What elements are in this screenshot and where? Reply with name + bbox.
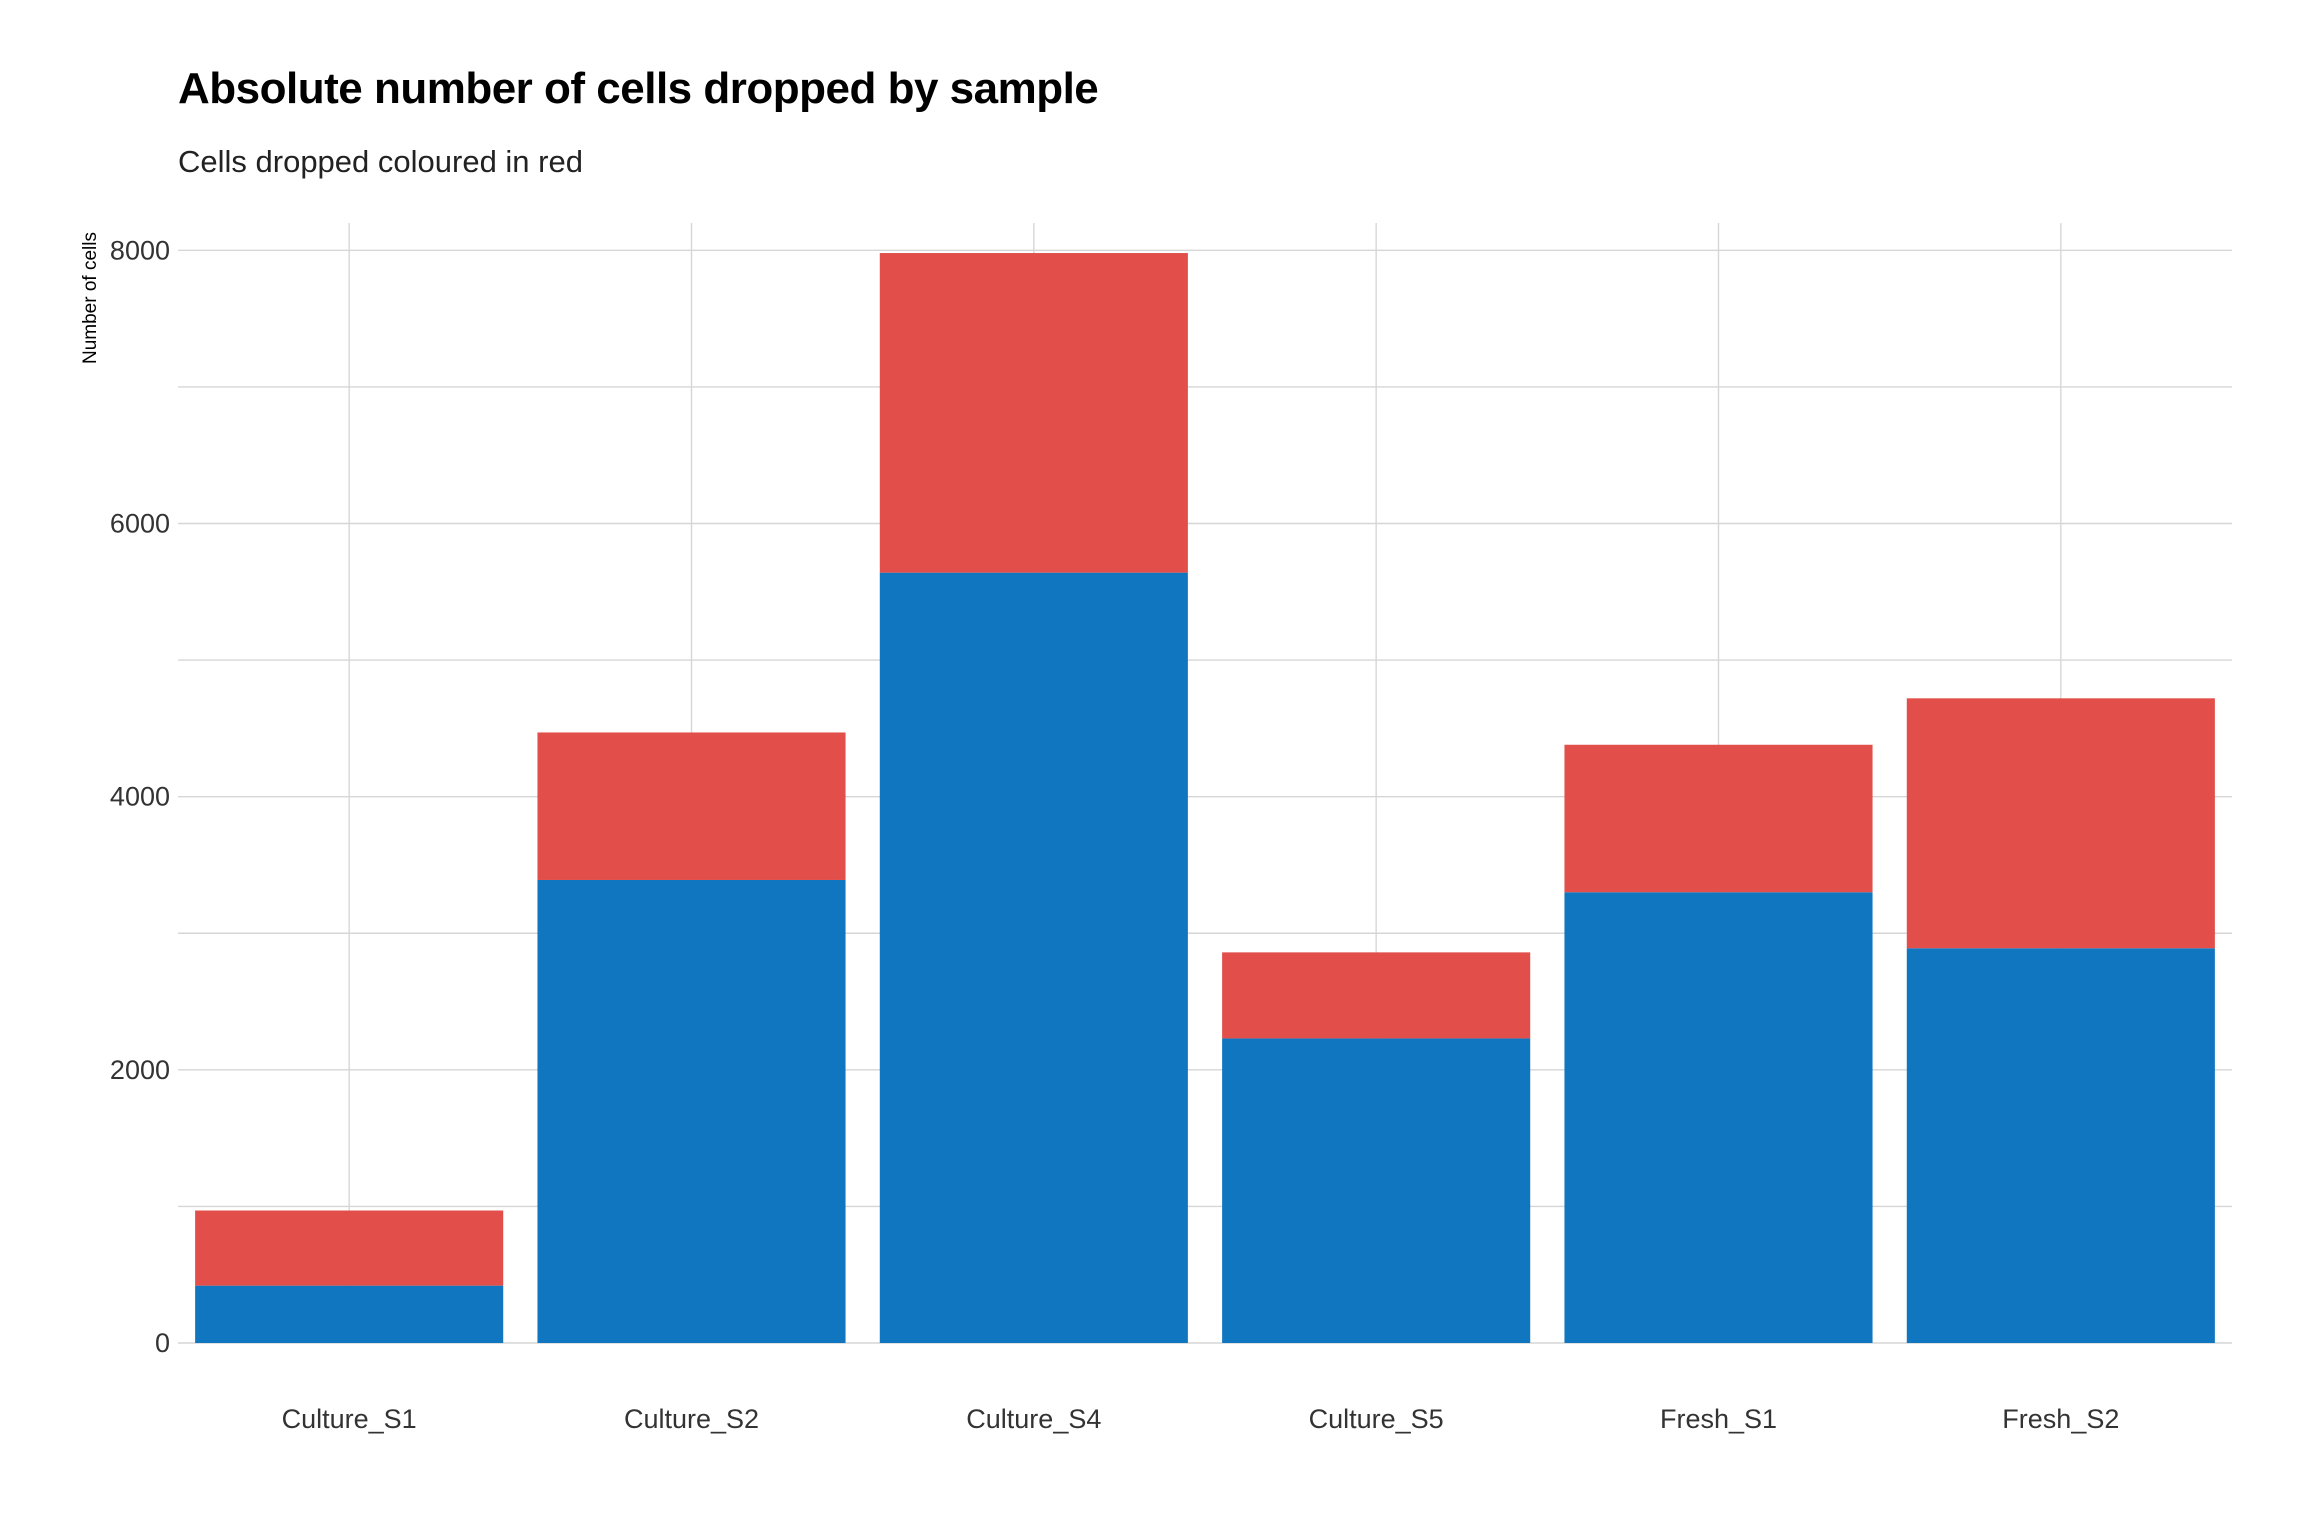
x-tick-label: Fresh_S1 <box>1660 1404 1777 1434</box>
bar-segment <box>879 572 1188 1343</box>
bar-segment <box>1564 744 1873 893</box>
bar-segment <box>195 1210 504 1286</box>
x-tick-label: Culture_S5 <box>1309 1404 1444 1434</box>
axis-layer: 0 2000 4000 6000 8000 Culture_S1 Culture_S2 Cul… <box>110 235 2119 1434</box>
y-tick-label: 6000 <box>110 508 170 538</box>
bar-segment <box>1222 952 1531 1039</box>
chart-subtitle: Cells dropped coloured in red <box>178 144 583 179</box>
bar-segment <box>195 1285 504 1343</box>
y-tick-label: 4000 <box>110 782 170 812</box>
bar-segment <box>1222 1038 1531 1343</box>
x-tick-label: Culture_S4 <box>966 1404 1101 1434</box>
y-tick-label: 2000 <box>110 1055 170 1085</box>
bar-segment <box>537 732 846 880</box>
x-tick-label: Culture_S2 <box>624 1404 759 1434</box>
bar-segment <box>1906 698 2215 949</box>
y-tick-label: 8000 <box>110 235 170 265</box>
y-axis-title: Number of cells <box>80 232 101 364</box>
bar-layer <box>195 253 2215 1343</box>
y-tick-label: 0 <box>155 1328 170 1358</box>
x-tick-label: Culture_S1 <box>282 1404 417 1434</box>
bar-segment <box>1564 892 1873 1343</box>
chart-title: Absolute number of cells dropped by samp… <box>178 64 1099 113</box>
bar-segment <box>879 253 1188 573</box>
bar-segment <box>537 879 846 1343</box>
bar-segment <box>1906 948 2215 1343</box>
x-tick-label: Fresh_S2 <box>2002 1404 2119 1434</box>
